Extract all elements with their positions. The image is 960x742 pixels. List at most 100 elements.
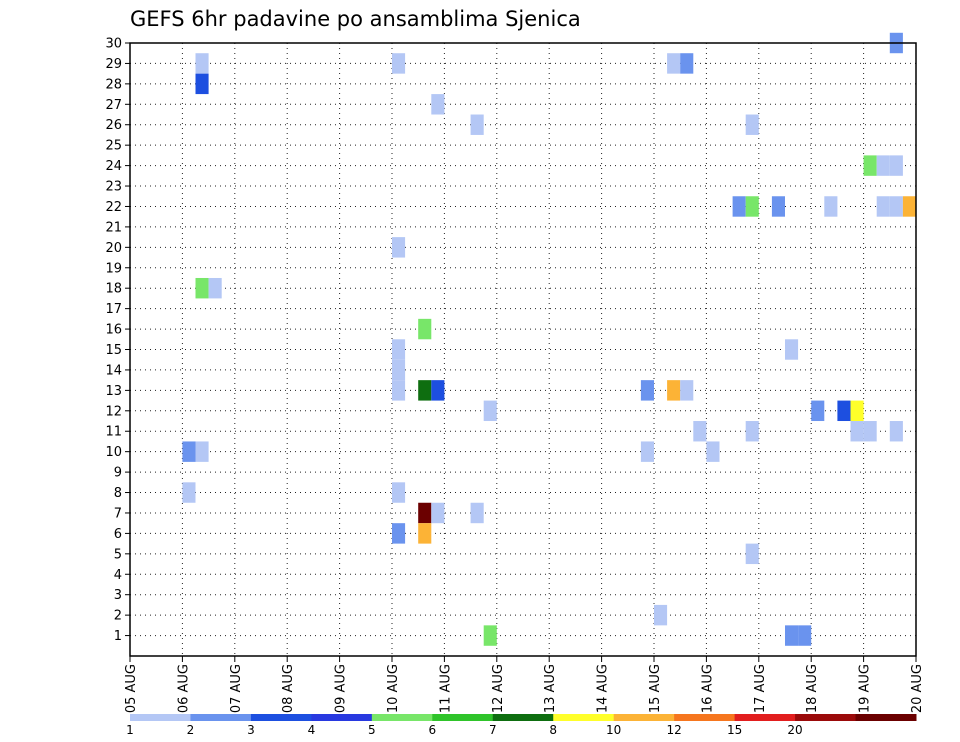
x-tick-label: 11 AUG [438, 664, 453, 713]
precip-cell [680, 380, 694, 401]
y-tick-label: 13 [105, 384, 122, 399]
y-tick-label: 9 [114, 466, 122, 481]
precip-cell [798, 625, 812, 646]
precip-cell [902, 196, 916, 217]
precip-cell [483, 400, 497, 422]
precip-cell [640, 441, 654, 462]
precip-cell [182, 482, 196, 503]
precip-cell [667, 380, 681, 401]
precip-cell [195, 73, 209, 95]
y-tick-label: 12 [105, 404, 122, 419]
colorbar-label: 5 [368, 723, 376, 737]
chart-title: GEFS 6hr padavine po ansamblima Sjenica [130, 7, 581, 31]
y-tick-label: 10 [105, 445, 122, 460]
precip-cell [889, 155, 903, 176]
precip-cell [863, 155, 877, 176]
colorbar-label: 4 [308, 723, 316, 737]
x-tick-label: 20 AUG [910, 664, 925, 713]
precip-cell [837, 400, 851, 422]
precip-cell [208, 277, 222, 299]
precip-cell [889, 421, 903, 442]
y-tick-label: 21 [105, 220, 122, 235]
precip-cell [706, 441, 720, 462]
precip-cell [693, 421, 707, 442]
y-tick-label: 8 [114, 486, 122, 501]
x-tick-label: 14 AUG [596, 664, 611, 713]
precip-cell [771, 196, 785, 217]
precip-cell [392, 53, 406, 74]
precip-cell [745, 421, 759, 442]
colorbar-swatch [311, 714, 373, 721]
x-tick-label: 17 AUG [753, 664, 768, 713]
colorbar-swatch [674, 714, 736, 721]
colorbar-label: 8 [549, 723, 557, 737]
x-tick-label: 08 AUG [281, 664, 296, 713]
y-tick-label: 19 [105, 261, 122, 276]
y-tick-label: 11 [105, 425, 122, 440]
x-tick-label: 15 AUG [648, 664, 663, 713]
colorbar-swatch [371, 714, 433, 721]
x-tick-label: 10 AUG [386, 664, 401, 713]
precip-cell [392, 339, 406, 360]
precip-cell [431, 94, 445, 115]
precip-cell [863, 421, 877, 442]
precip-cell [850, 400, 864, 422]
precip-cell [745, 114, 759, 135]
x-tick-label: 19 AUG [858, 664, 873, 713]
y-tick-label: 5 [114, 547, 122, 562]
y-tick-label: 26 [105, 118, 122, 133]
precip-cell [876, 155, 890, 176]
precip-cell [392, 380, 406, 401]
colorbar-label: 7 [489, 723, 497, 737]
precip-cell [195, 277, 209, 299]
x-axis: 05 AUG 06 AUG 07 AUG 08 AUG 09 AUG 10 AUG 11 A… [124, 656, 925, 713]
colorbar-swatch [492, 714, 554, 721]
y-tick-label: 24 [105, 159, 122, 174]
x-tick-label: 16 AUG [700, 664, 715, 713]
y-tick-label: 1 [114, 629, 122, 644]
precip-cell [392, 523, 406, 544]
colorbar-label: 10 [606, 723, 621, 737]
precip-cell [483, 625, 497, 646]
precip-cell [745, 543, 759, 565]
colorbar: 1 2 3 4 5 6 7 8 10 12 15 20 [126, 714, 917, 737]
x-tick-label: 05 AUG [124, 664, 139, 713]
y-tick-label: 23 [105, 180, 122, 195]
y-tick-label: 7 [114, 506, 122, 521]
y-tick-label: 17 [105, 302, 122, 317]
y-tick-label: 29 [105, 57, 122, 72]
x-tick-label: 12 AUG [491, 664, 506, 713]
y-tick-label: 3 [114, 588, 122, 603]
precip-cells [182, 32, 916, 646]
y-tick-label: 22 [105, 200, 122, 215]
y-tick-label: 30 [105, 37, 122, 52]
y-tick-label: 16 [105, 323, 122, 338]
x-tick-label: 07 AUG [229, 664, 244, 713]
precip-cell [431, 380, 445, 401]
x-tick-label: 18 AUG [805, 664, 820, 713]
colorbar-swatch [250, 714, 312, 721]
y-tick-label: 27 [105, 98, 122, 113]
y-tick-label: 15 [105, 343, 122, 358]
precip-cell [640, 380, 654, 401]
precip-cell [431, 502, 445, 524]
x-tick-label: 13 AUG [543, 664, 558, 713]
precip-cell [392, 482, 406, 503]
colorbar-swatch [855, 714, 917, 721]
y-tick-label: 4 [114, 568, 122, 583]
colorbar-label: 6 [428, 723, 436, 737]
precip-cell [470, 502, 484, 524]
precip-cell [418, 318, 432, 340]
colorbar-swatch [130, 714, 191, 721]
precip-cell [889, 196, 903, 217]
precip-cell [667, 53, 681, 74]
precip-cell [418, 502, 432, 524]
precip-cell [654, 604, 668, 626]
colorbar-swatch [190, 714, 252, 721]
precip-cell [785, 625, 799, 646]
colorbar-label: 3 [247, 723, 255, 737]
precip-cell [785, 339, 799, 360]
y-tick-label: 18 [105, 282, 122, 297]
precip-cell [418, 523, 432, 544]
